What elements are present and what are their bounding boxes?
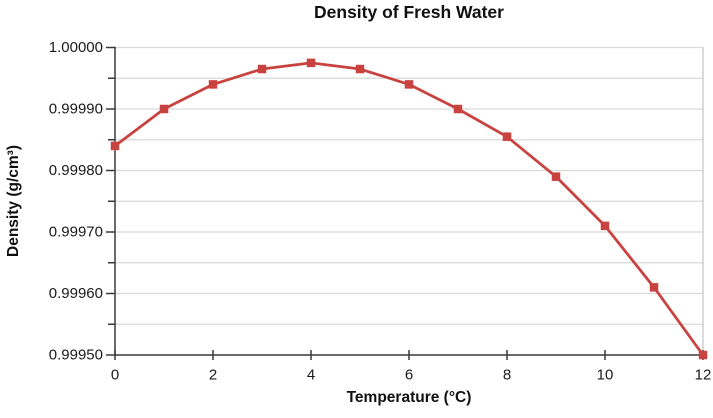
x-tick-label: 0	[111, 367, 119, 384]
data-point	[649, 283, 659, 292]
data-point	[110, 141, 120, 151]
chart-title: Density of Fresh Water	[314, 2, 504, 22]
x-tick-label: 12	[695, 367, 712, 384]
y-tick-label: 0.99980	[49, 162, 103, 179]
y-tick-label: 0.99960	[49, 285, 103, 302]
data-point	[306, 58, 316, 68]
x-tick-label: 2	[209, 367, 217, 384]
x-tick-label: 10	[597, 367, 614, 384]
y-tick-label: 1.00000	[49, 39, 103, 56]
data-point	[208, 80, 218, 89]
data-point	[355, 64, 365, 74]
data-point	[502, 132, 512, 141]
data-point	[600, 221, 610, 231]
y-tick-label: 0.99950	[49, 347, 103, 364]
y-tick-label: 0.99990	[49, 101, 103, 118]
data-point	[551, 172, 561, 181]
x-tick-label: 8	[503, 367, 511, 384]
data-point	[453, 104, 463, 114]
data-line	[114, 61, 705, 356]
y-axis-label: Density (g/cm³)	[5, 145, 22, 257]
y-tick-label: 0.99970	[49, 224, 103, 241]
x-axis-label: Temperature (°C)	[346, 389, 472, 406]
data-point	[698, 350, 708, 360]
x-tick-label: 4	[307, 367, 315, 384]
data-point	[159, 104, 169, 114]
x-tick-label: 6	[405, 367, 413, 384]
data-point	[257, 64, 267, 74]
data-point	[404, 80, 414, 89]
